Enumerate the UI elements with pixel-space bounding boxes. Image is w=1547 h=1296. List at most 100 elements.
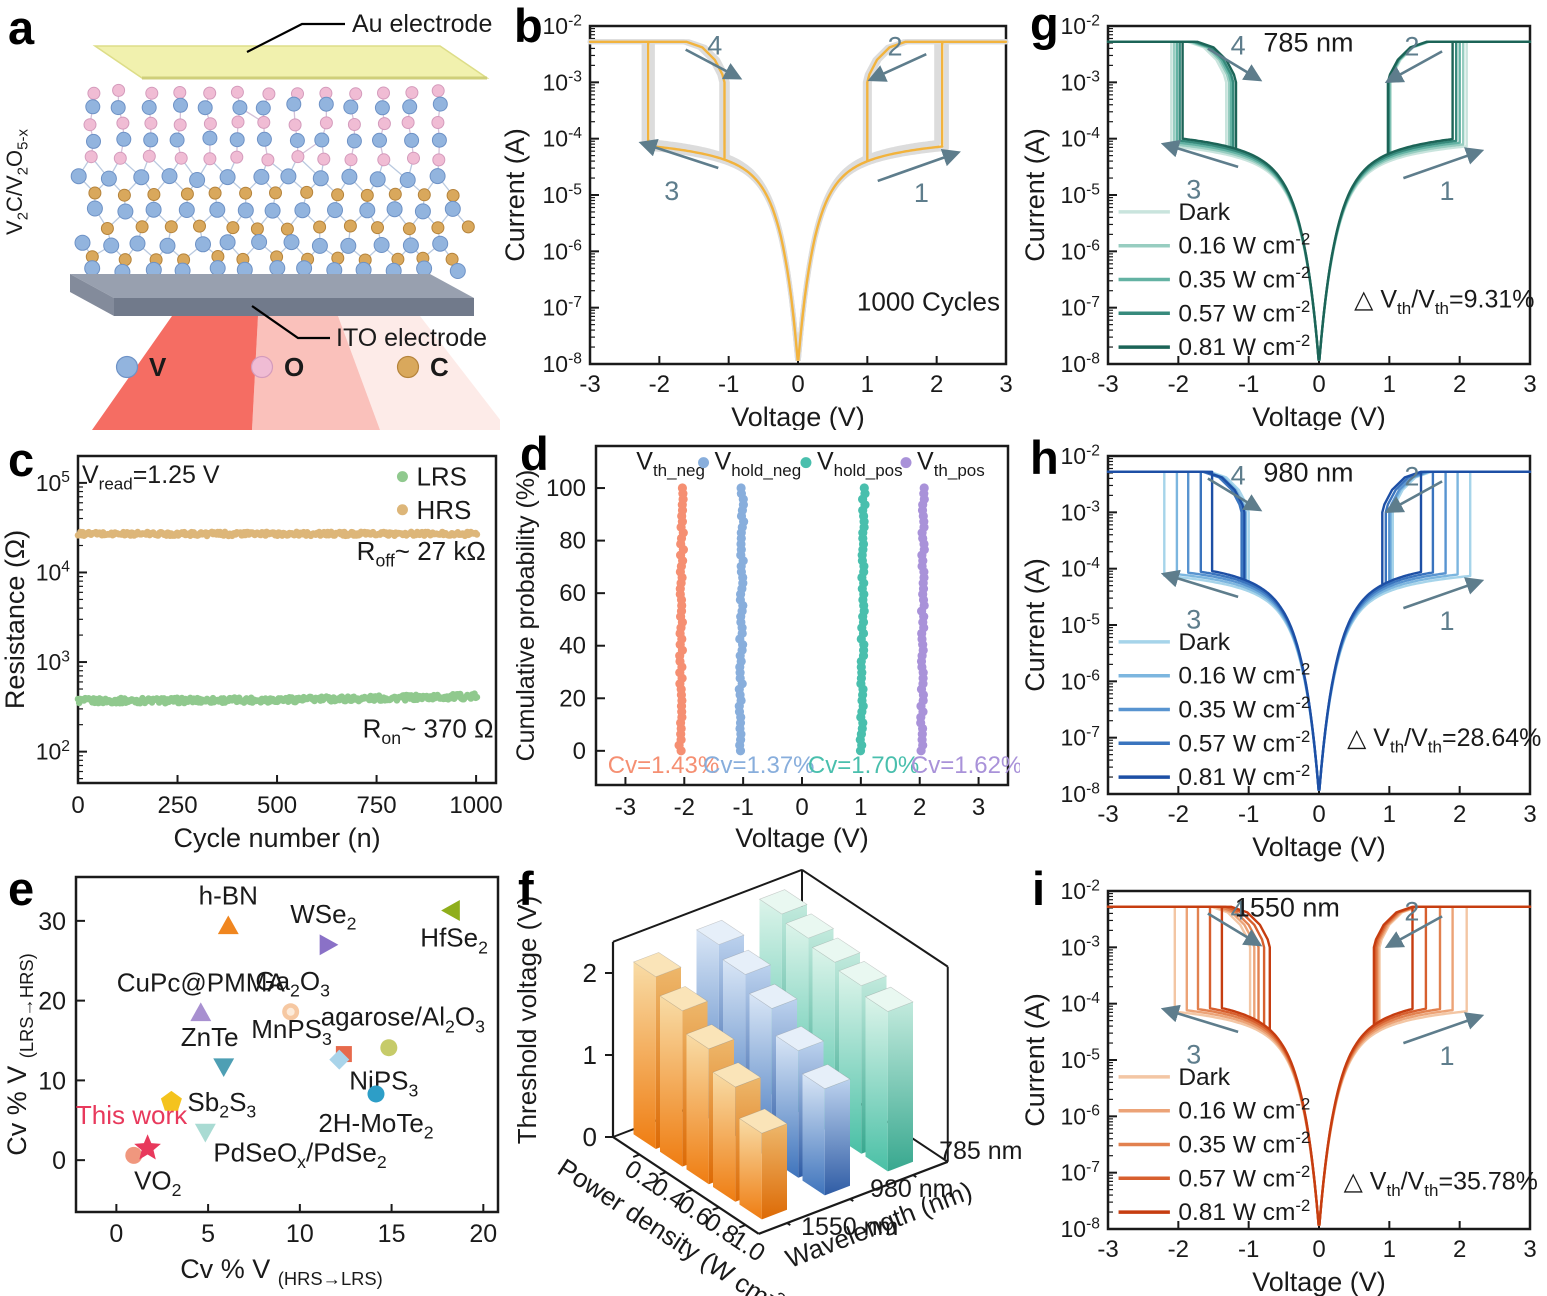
svg-text:Cv=1.37%: Cv=1.37%	[703, 752, 814, 779]
svg-text:-3: -3	[1097, 801, 1118, 828]
svg-text:C: C	[430, 352, 449, 382]
svg-text:0: 0	[109, 1220, 123, 1248]
svg-text:30: 30	[38, 908, 66, 936]
svg-text:3: 3	[664, 176, 679, 206]
svg-text:20: 20	[559, 685, 586, 712]
svg-text:Ron~ 370 Ω: Ron~ 370 Ω	[363, 713, 494, 748]
bar-3d	[738, 1108, 788, 1220]
svg-text:10-7: 10-7	[1061, 294, 1101, 321]
svg-text:Cycle number (n): Cycle number (n)	[174, 823, 381, 853]
svg-text:40: 40	[559, 633, 586, 660]
data-point	[190, 1002, 212, 1022]
svg-text:Current (A): Current (A)	[1020, 558, 1050, 692]
svg-text:3: 3	[1186, 1039, 1201, 1069]
panel-f: f 0 1 2 Threshold voltage (V) 0.2 0.4 0.6 0.8 1.…	[510, 865, 1040, 1296]
cdf-column-1	[734, 483, 749, 756]
legend-atom-dot	[250, 355, 274, 379]
svg-text:Cv=1.70%: Cv=1.70%	[808, 752, 919, 779]
svg-text:Ga2O3: Ga2O3	[255, 966, 330, 1001]
svg-text:10-4: 10-4	[1061, 990, 1101, 1017]
svg-text:-1: -1	[1238, 801, 1259, 828]
svg-text:1: 1	[1439, 176, 1454, 206]
legend-atom-dot	[396, 355, 420, 379]
svg-text:Cv % V (HRS→LRS): Cv % V (HRS→LRS)	[180, 1254, 383, 1289]
panel-c: c 0 250 500 750 1000 102 103 104 105 Cycle number…	[0, 430, 510, 865]
svg-text:10-5: 10-5	[1061, 1046, 1101, 1073]
svg-text:△ Vth/Vth=35.78%: △ Vth/Vth=35.78%	[1344, 1168, 1538, 1201]
svg-text:Voltage (V): Voltage (V)	[1252, 402, 1386, 430]
svg-text:0: 0	[1312, 371, 1325, 398]
iv-curve	[1106, 470, 1532, 791]
panel-g: g -3 -2 -1 0 1 2 3 10-8 10-7 10-6 10-5 10-4 10-3 10-2…	[1020, 0, 1547, 430]
svg-text:0.57 W cm-2: 0.57 W cm-2	[1178, 1162, 1310, 1192]
iv-cycles-chart: -3 -2 -1 0 1 2 3 10-8 10-7 10-6 10-5 10-4 10-3 10-2 Vo…	[500, 12, 1013, 430]
iv-785nm-chart: -3 -2 -1 0 1 2 3 10-8 10-7 10-6 10-5 10-4 10-3 10-2 Vo…	[1020, 12, 1537, 430]
panel-letter-b: b	[514, 0, 543, 52]
retention-band-HRS	[74, 528, 481, 540]
panel-letter-c: c	[8, 433, 35, 486]
svg-text:0.57 W cm-2: 0.57 W cm-2	[1178, 727, 1310, 757]
svg-text:3: 3	[1523, 371, 1536, 398]
sweep-arrow	[1384, 915, 1443, 948]
svg-text:10-8: 10-8	[1061, 1215, 1101, 1242]
sweep-arrow	[1402, 577, 1485, 610]
data-point	[125, 1146, 143, 1164]
svg-text:10-6: 10-6	[1061, 668, 1101, 695]
svg-text:Dark: Dark	[1178, 629, 1230, 656]
sweep-arrow	[1207, 477, 1263, 512]
svg-text:-1: -1	[732, 794, 753, 821]
svg-text:1000 Cycles: 1000 Cycles	[857, 286, 1000, 316]
data-point	[282, 1003, 300, 1021]
svg-text:1000: 1000	[449, 792, 502, 819]
svg-text:Threshold voltage (V): Threshold voltage (V)	[512, 896, 542, 1145]
svg-text:10-8: 10-8	[543, 350, 583, 377]
data-point	[134, 1134, 161, 1160]
svg-text:1: 1	[914, 178, 929, 208]
data-point	[194, 1123, 216, 1143]
panel-d: d -3 -2 -1 0 1 2 3 0 20 40 60 80 100 Voltage (V) Cumul…	[510, 430, 1020, 865]
svg-text:Current (A): Current (A)	[1020, 128, 1050, 262]
svg-text:4: 4	[707, 30, 722, 60]
svg-text:4: 4	[1231, 895, 1246, 925]
svg-text:Resistance (Ω): Resistance (Ω)	[0, 530, 30, 709]
svg-text:-3: -3	[579, 371, 600, 398]
svg-text:10: 10	[286, 1220, 314, 1248]
svg-text:Voltage (V): Voltage (V)	[1252, 1267, 1386, 1296]
iv-curve-shadow	[587, 39, 1009, 361]
sweep-arrow	[1384, 480, 1443, 513]
svg-text:1: 1	[583, 1040, 597, 1070]
data-point	[319, 934, 339, 956]
svg-text:250: 250	[158, 792, 198, 819]
svg-text:2: 2	[1404, 461, 1419, 491]
legend-dot	[800, 457, 812, 469]
svg-text:1550 nm: 1550 nm	[1235, 892, 1340, 922]
svg-text:15: 15	[378, 1220, 406, 1248]
data-point	[329, 1049, 350, 1070]
svg-text:Roff~ 27 kΩ: Roff~ 27 kΩ	[357, 536, 486, 571]
svg-text:10-3: 10-3	[1061, 499, 1101, 526]
svg-text:10-7: 10-7	[543, 294, 583, 321]
svg-text:3: 3	[1186, 174, 1201, 204]
panel-a: a Au electrode ITO electrode V2C/V2O5-x V O C	[0, 0, 500, 430]
light-beam	[252, 316, 380, 430]
svg-text:Cumulative probability (%): Cumulative probability (%)	[512, 470, 540, 762]
data-point	[380, 1039, 398, 1057]
benchmark-scatter-chart: 0 5 10 15 20 0 10 20 30 Cv % V (HRS→LRS) Cv % V (L…	[2, 875, 500, 1289]
svg-text:4: 4	[1231, 460, 1246, 490]
retention-band-LRS	[74, 690, 481, 707]
svg-text:Dark: Dark	[1178, 199, 1230, 226]
sweep-arrow	[1160, 139, 1239, 169]
cdf-column-2	[855, 483, 870, 756]
svg-text:3: 3	[972, 794, 985, 821]
svg-text:Vhold_pos: Vhold_pos	[817, 448, 903, 481]
svg-text:102: 102	[36, 738, 70, 765]
data-point	[213, 1058, 235, 1078]
ito-electrode	[70, 274, 474, 298]
svg-text:1: 1	[1383, 371, 1396, 398]
svg-text:0: 0	[52, 1147, 66, 1175]
sweep-arrow	[1384, 50, 1443, 83]
svg-text:10-7: 10-7	[1061, 724, 1101, 751]
panel-letter-h: h	[1030, 431, 1059, 484]
svg-text:2: 2	[1404, 896, 1419, 926]
